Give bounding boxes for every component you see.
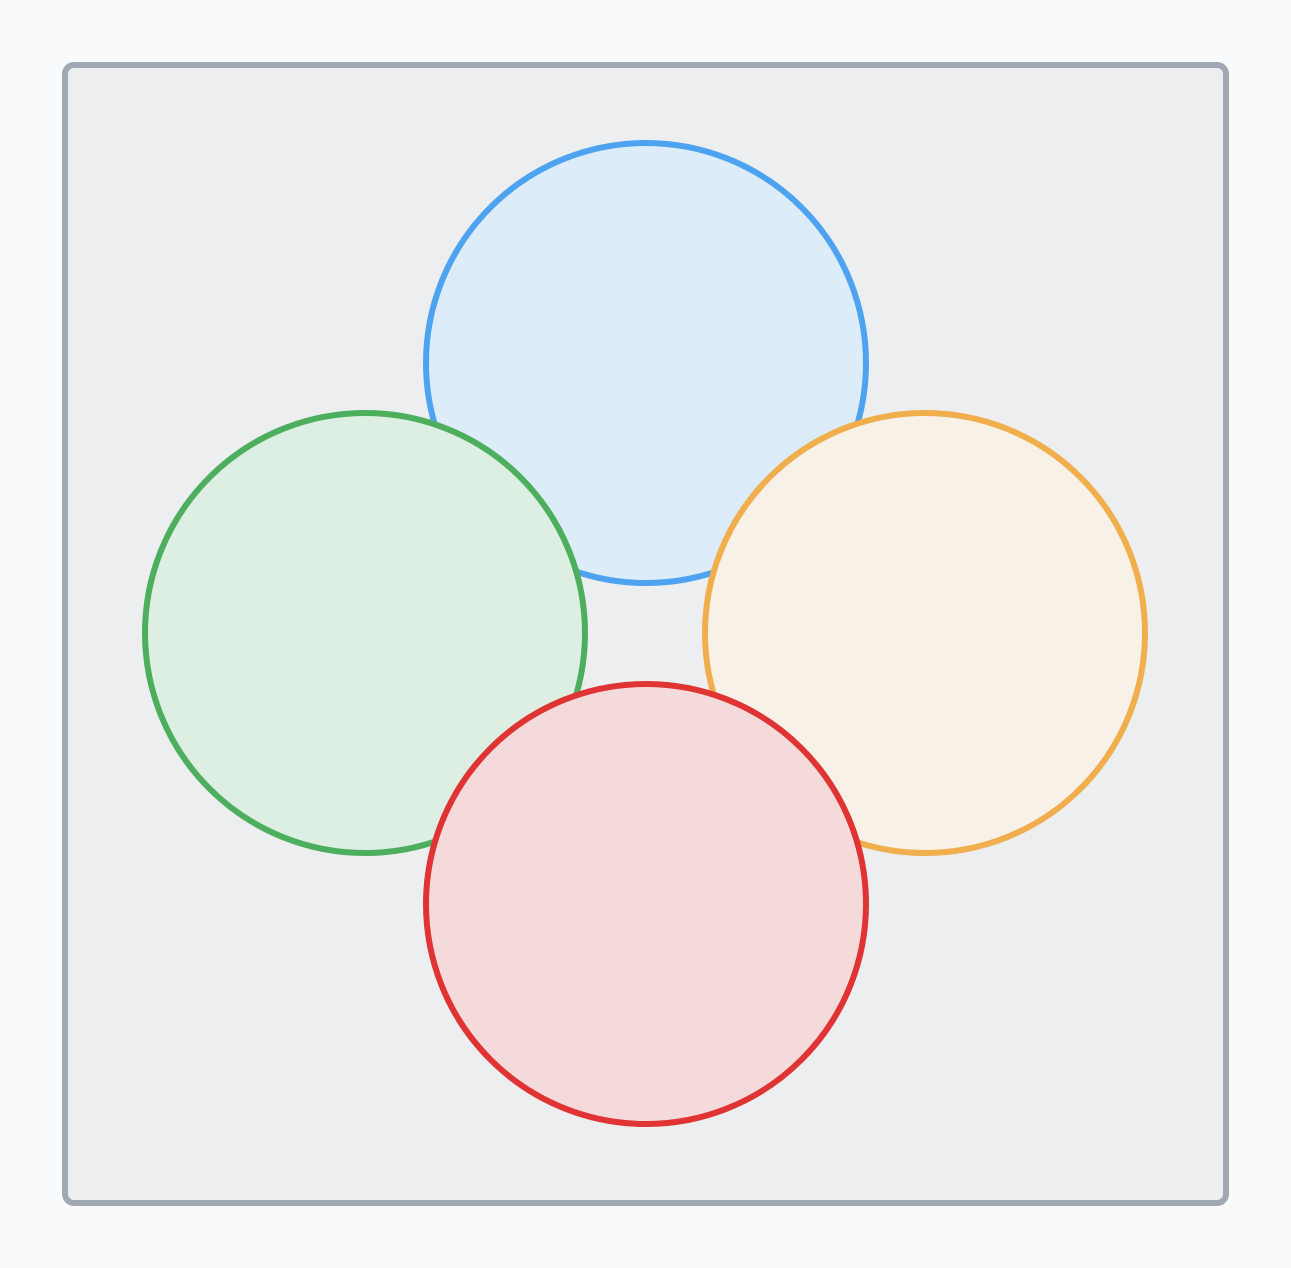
circles-layer (142, 140, 1148, 1127)
left-circle (142, 410, 588, 856)
top-circle (423, 140, 869, 586)
right-circle (702, 410, 1148, 856)
diagram-frame (62, 62, 1229, 1206)
bottom-circle (423, 681, 869, 1127)
